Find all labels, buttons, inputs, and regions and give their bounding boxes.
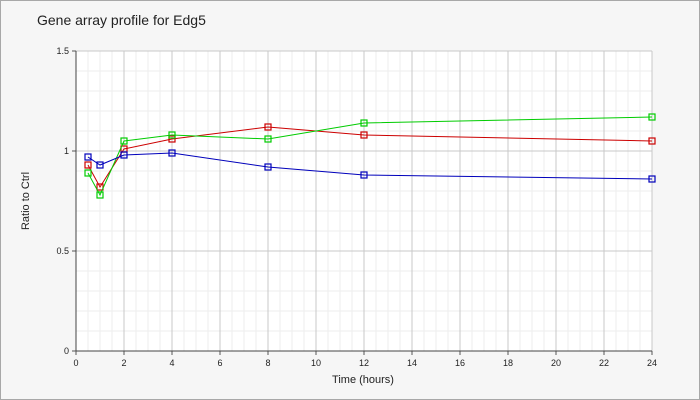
x-tick-label: 10 [311, 358, 321, 368]
series-1-marker [648, 137, 656, 145]
x-tick-label: 0 [73, 358, 78, 368]
series-1-line [87, 126, 653, 188]
series-1-marker [168, 135, 176, 143]
series-3-marker [96, 161, 104, 169]
series-2-marker [84, 169, 92, 177]
x-tick-label: 12 [359, 358, 369, 368]
x-axis-label: Time (hours) [332, 374, 394, 386]
series-1-marker [96, 183, 104, 191]
series-2-marker [120, 137, 128, 145]
x-tick-label: 14 [407, 358, 417, 368]
y-tick-label: 0 [64, 346, 69, 356]
x-tick-label: 18 [503, 358, 513, 368]
y-tick-label: 1.5 [56, 46, 69, 56]
series-2-marker [168, 131, 176, 139]
series-3-marker [360, 171, 368, 179]
x-tick-label: 2 [121, 358, 126, 368]
x-tick-label: 6 [217, 358, 222, 368]
series-1-marker [264, 123, 272, 131]
series-3-marker [120, 151, 128, 159]
x-tick-label: 8 [265, 358, 270, 368]
series-3-marker [168, 149, 176, 157]
series-1-marker [84, 161, 92, 169]
series-3-line [87, 152, 653, 180]
series-3-marker [264, 163, 272, 171]
x-tick-label: 20 [551, 358, 561, 368]
series-2-marker [648, 113, 656, 121]
chart-title: Gene array profile for Edg5 [37, 12, 206, 28]
x-tick-label: 16 [455, 358, 465, 368]
y-tick-label: 1 [64, 146, 69, 156]
x-tick-label: 4 [169, 358, 174, 368]
series-1-marker [360, 131, 368, 139]
series-2-line [87, 116, 653, 197]
x-tick-label: 24 [647, 358, 657, 368]
series-2-marker [360, 119, 368, 127]
x-tick-label: 22 [599, 358, 609, 368]
y-tick-label: 0.5 [56, 246, 69, 256]
series-2-marker [96, 191, 104, 199]
series-3-marker [648, 175, 656, 183]
series-3-marker [84, 153, 92, 161]
series-2-marker [264, 135, 272, 143]
